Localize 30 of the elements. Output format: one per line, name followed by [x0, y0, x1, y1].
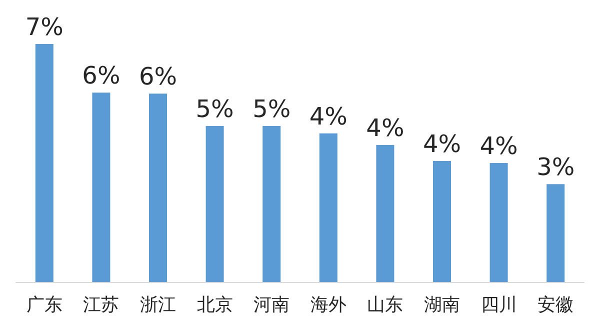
- data-label: 3%: [536, 153, 575, 182]
- bar: [149, 94, 167, 282]
- data-label: 5%: [252, 94, 291, 123]
- bar: [35, 44, 54, 282]
- bar: [92, 92, 110, 282]
- x-tick-label: 河南: [254, 294, 290, 316]
- bar: [376, 144, 394, 282]
- x-tick-label: 江苏: [83, 294, 120, 316]
- x-tick-label: 湖南: [424, 294, 460, 316]
- bar: [319, 133, 338, 282]
- data-label: 4%: [309, 102, 348, 130]
- x-tick-label: 山东: [367, 294, 404, 316]
- x-tick-label: 安徽: [538, 294, 574, 316]
- bar: [206, 126, 224, 282]
- data-label: 7%: [25, 13, 64, 41]
- x-tick-label: 北京: [196, 294, 233, 316]
- bar: [546, 184, 565, 282]
- data-label: 4%: [480, 132, 518, 160]
- data-label: 5%: [196, 94, 234, 123]
- data-label: 6%: [82, 62, 120, 90]
- x-tick-label: 四川: [480, 294, 517, 316]
- x-tick-label: 广东: [26, 294, 62, 316]
- data-label: 4%: [422, 130, 462, 158]
- x-tick-label: 浙江: [140, 294, 176, 316]
- bar: [262, 126, 281, 282]
- bar: [490, 163, 508, 282]
- data-label: 4%: [366, 114, 404, 142]
- bar: [433, 160, 451, 282]
- x-tick-label: 海外: [310, 294, 346, 316]
- data-label: 6%: [138, 62, 178, 91]
